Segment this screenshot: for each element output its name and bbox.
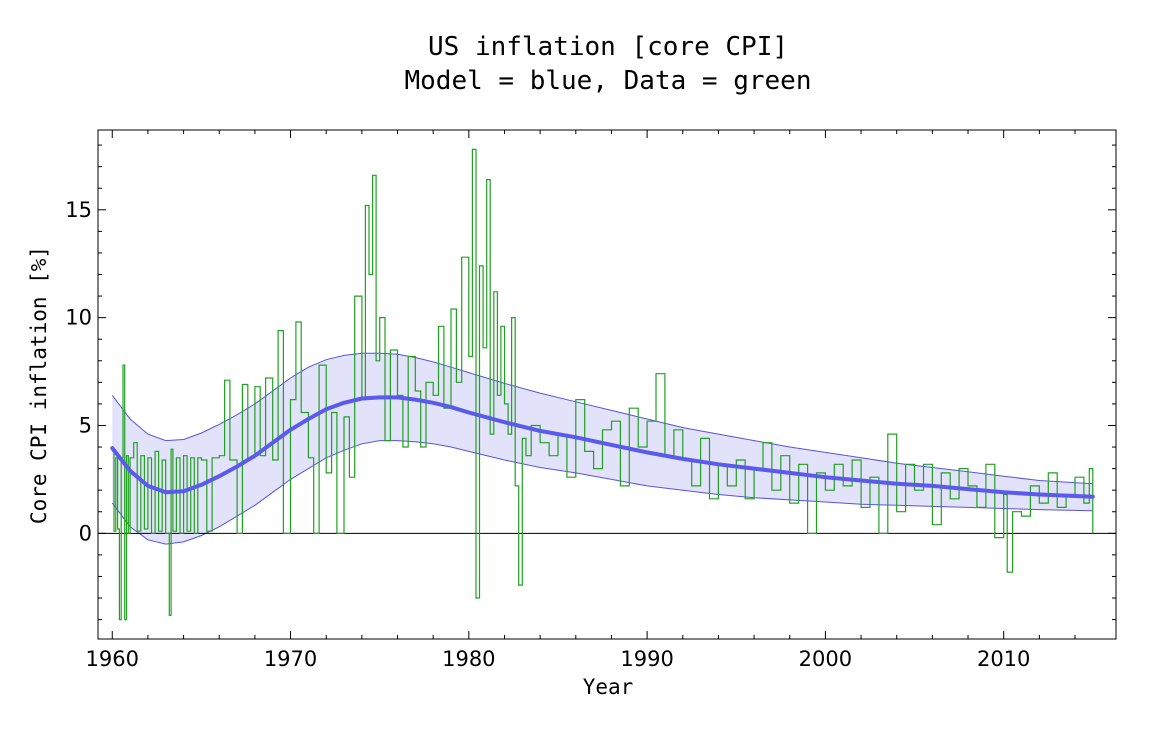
y-tick-label: 0	[79, 521, 92, 545]
x-tick-label: 1960	[86, 647, 139, 671]
y-tick-label: 5	[79, 413, 92, 437]
model-series-line	[110, 395, 1095, 499]
chart-title-line2: Model = blue, Data = green	[405, 66, 812, 96]
x-axis-label: Year	[583, 675, 634, 699]
chart-title-line1: US inflation [core CPI]	[428, 32, 788, 62]
plot-frame	[97, 129, 1117, 640]
x-tick-label: 2000	[799, 647, 852, 671]
x-tick-label: 1980	[442, 647, 495, 671]
x-axis: 1960 1970 1980 1990 2000 2010	[86, 130, 1076, 671]
y-axis-label: Core CPI inflation [%]	[27, 246, 51, 524]
x-tick-label: 2010	[977, 647, 1030, 671]
y-tick-label: 15	[65, 198, 92, 222]
x-tick-label: 1970	[264, 647, 317, 671]
plot-area	[98, 148, 1116, 621]
y-axis: 0 5 10 15	[65, 144, 1116, 621]
band-lower-edge	[111, 440, 1093, 545]
band-upper-edge	[111, 352, 1093, 485]
data-series-line	[112, 148, 1094, 621]
x-tick-label: 1990	[620, 647, 673, 671]
y-tick-label: 10	[65, 306, 92, 330]
